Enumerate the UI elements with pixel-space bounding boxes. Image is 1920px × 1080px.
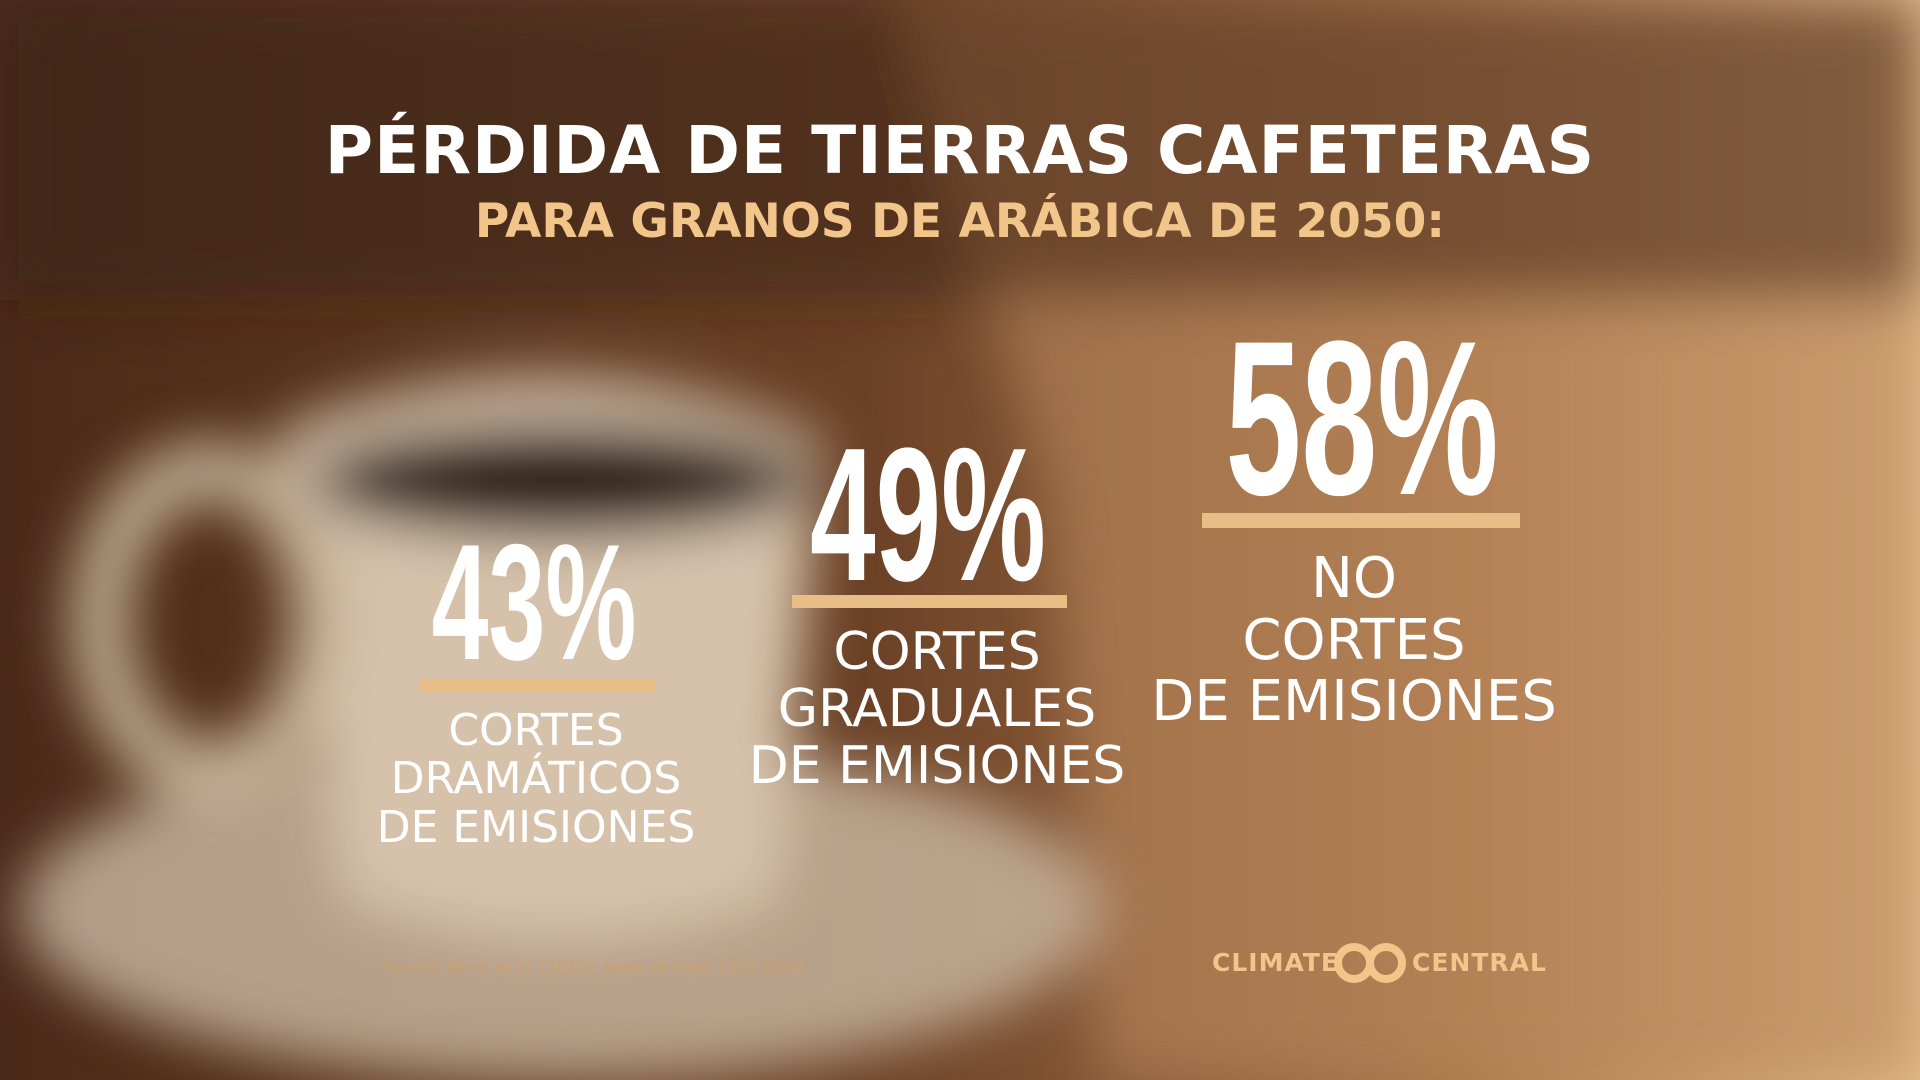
- stat-label: NO CORTES DE EMISIONES: [1151, 548, 1556, 733]
- label-line: CORTES: [448, 705, 624, 756]
- subtitle: PARA GRANOS DE ARÁBICA DE 2050:: [474, 194, 1446, 249]
- stat-value: 43%: [369, 520, 699, 685]
- logo-left: CLIMATE: [1212, 948, 1339, 977]
- stat-bar: [420, 680, 655, 692]
- stat-label: CORTES GRADUALES DE EMISIONES: [748, 622, 1126, 797]
- label-line: GRADUALES: [777, 679, 1097, 740]
- stat-bar: [792, 595, 1067, 608]
- stat-value-text: 58%: [1225, 295, 1499, 541]
- stat-value-text: 49%: [810, 409, 1046, 621]
- label-line: DE EMISIONES: [1151, 669, 1557, 735]
- label-line: DE EMISIONES: [748, 736, 1126, 797]
- stat-label: CORTES DRAMÁTICOS DE EMISIONES: [376, 705, 696, 853]
- label-line: DE EMISIONES: [376, 801, 696, 853]
- label-line: DRAMÁTICOS: [390, 753, 682, 805]
- logo-right: CENTRAL: [1412, 948, 1547, 977]
- label-line: CORTES: [833, 622, 1041, 682]
- stat-value: 58%: [1142, 308, 1582, 528]
- stat-bar: [1202, 513, 1520, 528]
- label-line: CORTES: [1242, 607, 1466, 673]
- stat-value: 49%: [738, 420, 1118, 610]
- stat-value-text: 43%: [431, 510, 637, 694]
- label-line: NO: [1311, 546, 1397, 611]
- title: PÉRDIDA DE TIERRAS CAFETERAS: [324, 112, 1596, 189]
- logo-icon: [1334, 943, 1406, 983]
- source: Fuente: Bunn et al. (2015); línea de bas…: [383, 958, 804, 977]
